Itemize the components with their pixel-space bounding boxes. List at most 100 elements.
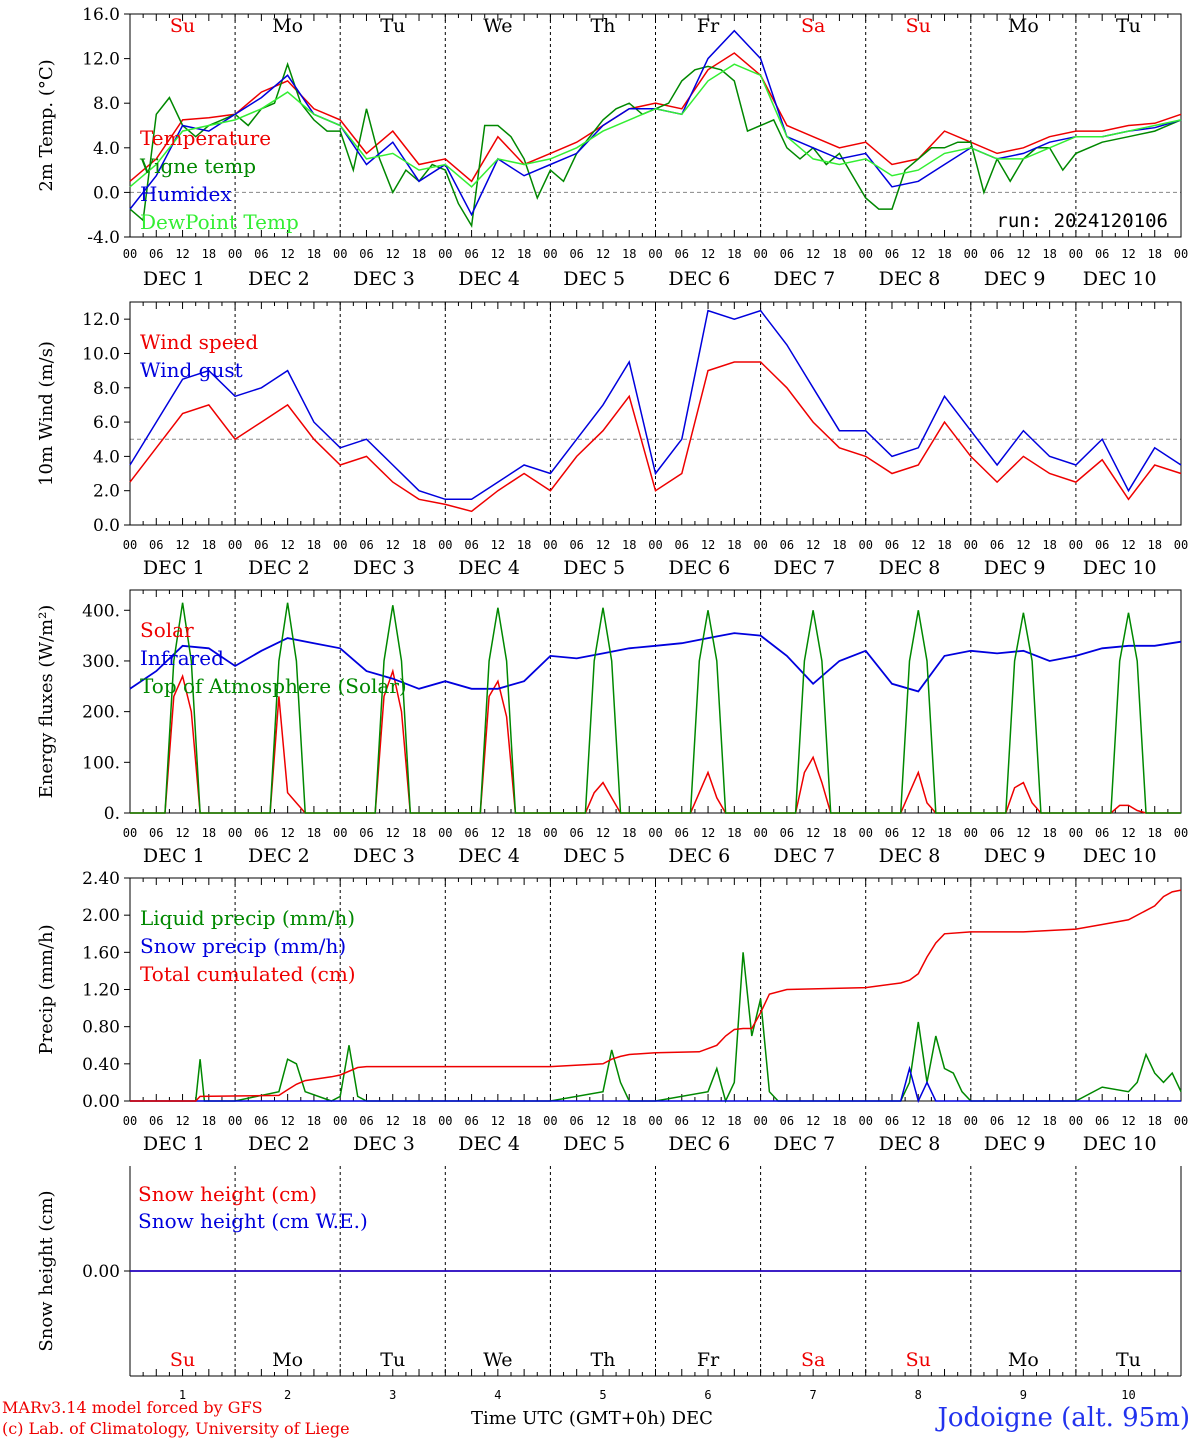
hour-tick-label: 12 — [386, 1114, 400, 1128]
hour-tick-label: 06 — [885, 538, 899, 552]
hour-tick-label: 18 — [412, 538, 426, 552]
day-name-label: Tu — [1116, 1349, 1141, 1371]
hour-tick-label: 18 — [832, 826, 846, 840]
day-number-label: 2 — [284, 1388, 291, 1402]
date-label: DEC 5 — [563, 268, 625, 290]
hour-tick-label: 06 — [885, 826, 899, 840]
hour-tick-label: 18 — [832, 247, 846, 261]
date-label: DEC 5 — [563, 1133, 625, 1155]
date-label: DEC 3 — [353, 557, 415, 579]
hour-tick-label: 06 — [359, 1114, 373, 1128]
hour-tick-label: 00 — [228, 538, 242, 552]
hour-tick-label: 18 — [1042, 1114, 1056, 1128]
hour-tick-label: 18 — [937, 538, 951, 552]
hour-tick-label: 00 — [228, 826, 242, 840]
hour-tick-label: 00 — [1174, 538, 1188, 552]
hour-tick-label: 06 — [464, 826, 478, 840]
series-line-vigne-temp — [129, 61, 1182, 229]
hour-tick-label: 18 — [1147, 247, 1161, 261]
hour-tick-label: 00 — [648, 826, 662, 840]
day-number-label: 9 — [1020, 1388, 1027, 1402]
hour-tick-label: 12 — [701, 826, 715, 840]
date-label: DEC 3 — [353, 1133, 415, 1155]
date-label: DEC 2 — [248, 268, 310, 290]
hour-tick-label: 12 — [491, 538, 505, 552]
footer-model-credit: MARv3.14 model forced by GFS — [2, 1398, 263, 1417]
legend-entry: DewPoint Temp — [140, 210, 299, 234]
hour-tick-label: 00 — [1174, 247, 1188, 261]
y-tick-label: 8.0 — [93, 379, 120, 399]
y-tick-label: 2.40 — [82, 869, 120, 889]
y-tick-label: 1.20 — [82, 981, 120, 1001]
hour-tick-label: 00 — [858, 538, 872, 552]
panel-wind: 0.0 2.0 4.0 6.0 8.0 10.0 12.0 10m Wind (m/s) Win… — [36, 301, 1188, 579]
y-tick-label: 4.0 — [93, 139, 120, 159]
hour-tick-label: 18 — [202, 247, 216, 261]
day-name-label: Tu — [380, 1349, 405, 1371]
hour-tick-label: 00 — [228, 1114, 242, 1128]
y-tick-label: 2.00 — [82, 906, 120, 926]
hour-tick-label: 12 — [701, 538, 715, 552]
y-tick-label: 0. — [104, 804, 120, 824]
day-number-label: 5 — [599, 1388, 606, 1402]
hour-tick-label: 12 — [386, 247, 400, 261]
y-tick-label: 100. — [82, 753, 120, 773]
date-label: DEC 9 — [984, 557, 1046, 579]
hour-tick-label: 00 — [228, 247, 242, 261]
date-label: DEC 5 — [563, 557, 625, 579]
hour-tick-label: 06 — [990, 826, 1004, 840]
hour-tick-label: 18 — [937, 1114, 951, 1128]
hour-tick-label: 00 — [964, 538, 978, 552]
legend-entry: Top of Atmosphere (Solar) — [140, 674, 407, 698]
date-label: DEC 10 — [1083, 557, 1157, 579]
hour-tick-label: 12 — [1121, 826, 1135, 840]
hour-tick-label: 12 — [175, 538, 189, 552]
y-tick-label: 0.40 — [82, 1055, 120, 1075]
hour-tick-label: 12 — [386, 826, 400, 840]
hour-tick-label: 06 — [149, 247, 163, 261]
hour-tick-label: 12 — [280, 826, 294, 840]
y-tick-label: 12.0 — [82, 50, 120, 70]
legend-entry: Vigne temp — [139, 154, 256, 178]
y-tick-label: 300. — [82, 652, 120, 672]
run-label: run: 2024120106 — [996, 210, 1168, 232]
date-label: DEC 5 — [563, 845, 625, 867]
hour-tick-label: 06 — [780, 247, 794, 261]
date-label: DEC 7 — [774, 1133, 836, 1155]
hour-tick-label: 12 — [175, 247, 189, 261]
hour-tick-label: 06 — [675, 826, 689, 840]
series-line-dewpoint-temp — [129, 63, 1182, 188]
hour-tick-label: 18 — [727, 538, 741, 552]
date-label: DEC 6 — [668, 268, 730, 290]
hour-tick-label: 00 — [438, 1114, 452, 1128]
y-tick-label: 0.80 — [82, 1018, 120, 1038]
day-name-label: Mo — [272, 1349, 303, 1371]
hour-tick-label: 18 — [937, 247, 951, 261]
panel-snow: 0.00 Snow height (cm) Snow height (cm) Snow… — [36, 1166, 1182, 1402]
hour-tick-label: 06 — [1095, 538, 1109, 552]
hour-tick-label: 12 — [911, 826, 925, 840]
hour-tick-label: 12 — [596, 247, 610, 261]
hour-tick-label: 00 — [333, 538, 347, 552]
hour-tick-label: 12 — [491, 826, 505, 840]
hour-tick-label: 12 — [596, 1114, 610, 1128]
panel-precip: 0.00 0.40 0.80 1.20 1.60 2.00 2.40 Precip (mm/h… — [36, 869, 1188, 1155]
station-name: Jodoigne (alt. 95m) — [934, 1403, 1190, 1433]
hour-tick-label: 00 — [858, 826, 872, 840]
hour-tick-label: 18 — [727, 247, 741, 261]
plot-frame — [129, 13, 1182, 238]
hour-tick-label: 12 — [701, 1114, 715, 1128]
hour-tick-label: 06 — [675, 247, 689, 261]
hour-tick-label: 00 — [1069, 1114, 1083, 1128]
hour-tick-label: 12 — [806, 538, 820, 552]
hour-tick-label: 12 — [386, 538, 400, 552]
day-name-label: Th — [590, 15, 615, 37]
hour-tick-label: 12 — [1121, 1114, 1135, 1128]
hour-tick-label: 18 — [622, 538, 636, 552]
hour-tick-label: 00 — [753, 247, 767, 261]
hour-tick-label: 18 — [517, 247, 531, 261]
hour-tick-label: 00 — [1174, 826, 1188, 840]
date-label: DEC 1 — [143, 1133, 205, 1155]
hour-tick-label: 06 — [1095, 1114, 1109, 1128]
